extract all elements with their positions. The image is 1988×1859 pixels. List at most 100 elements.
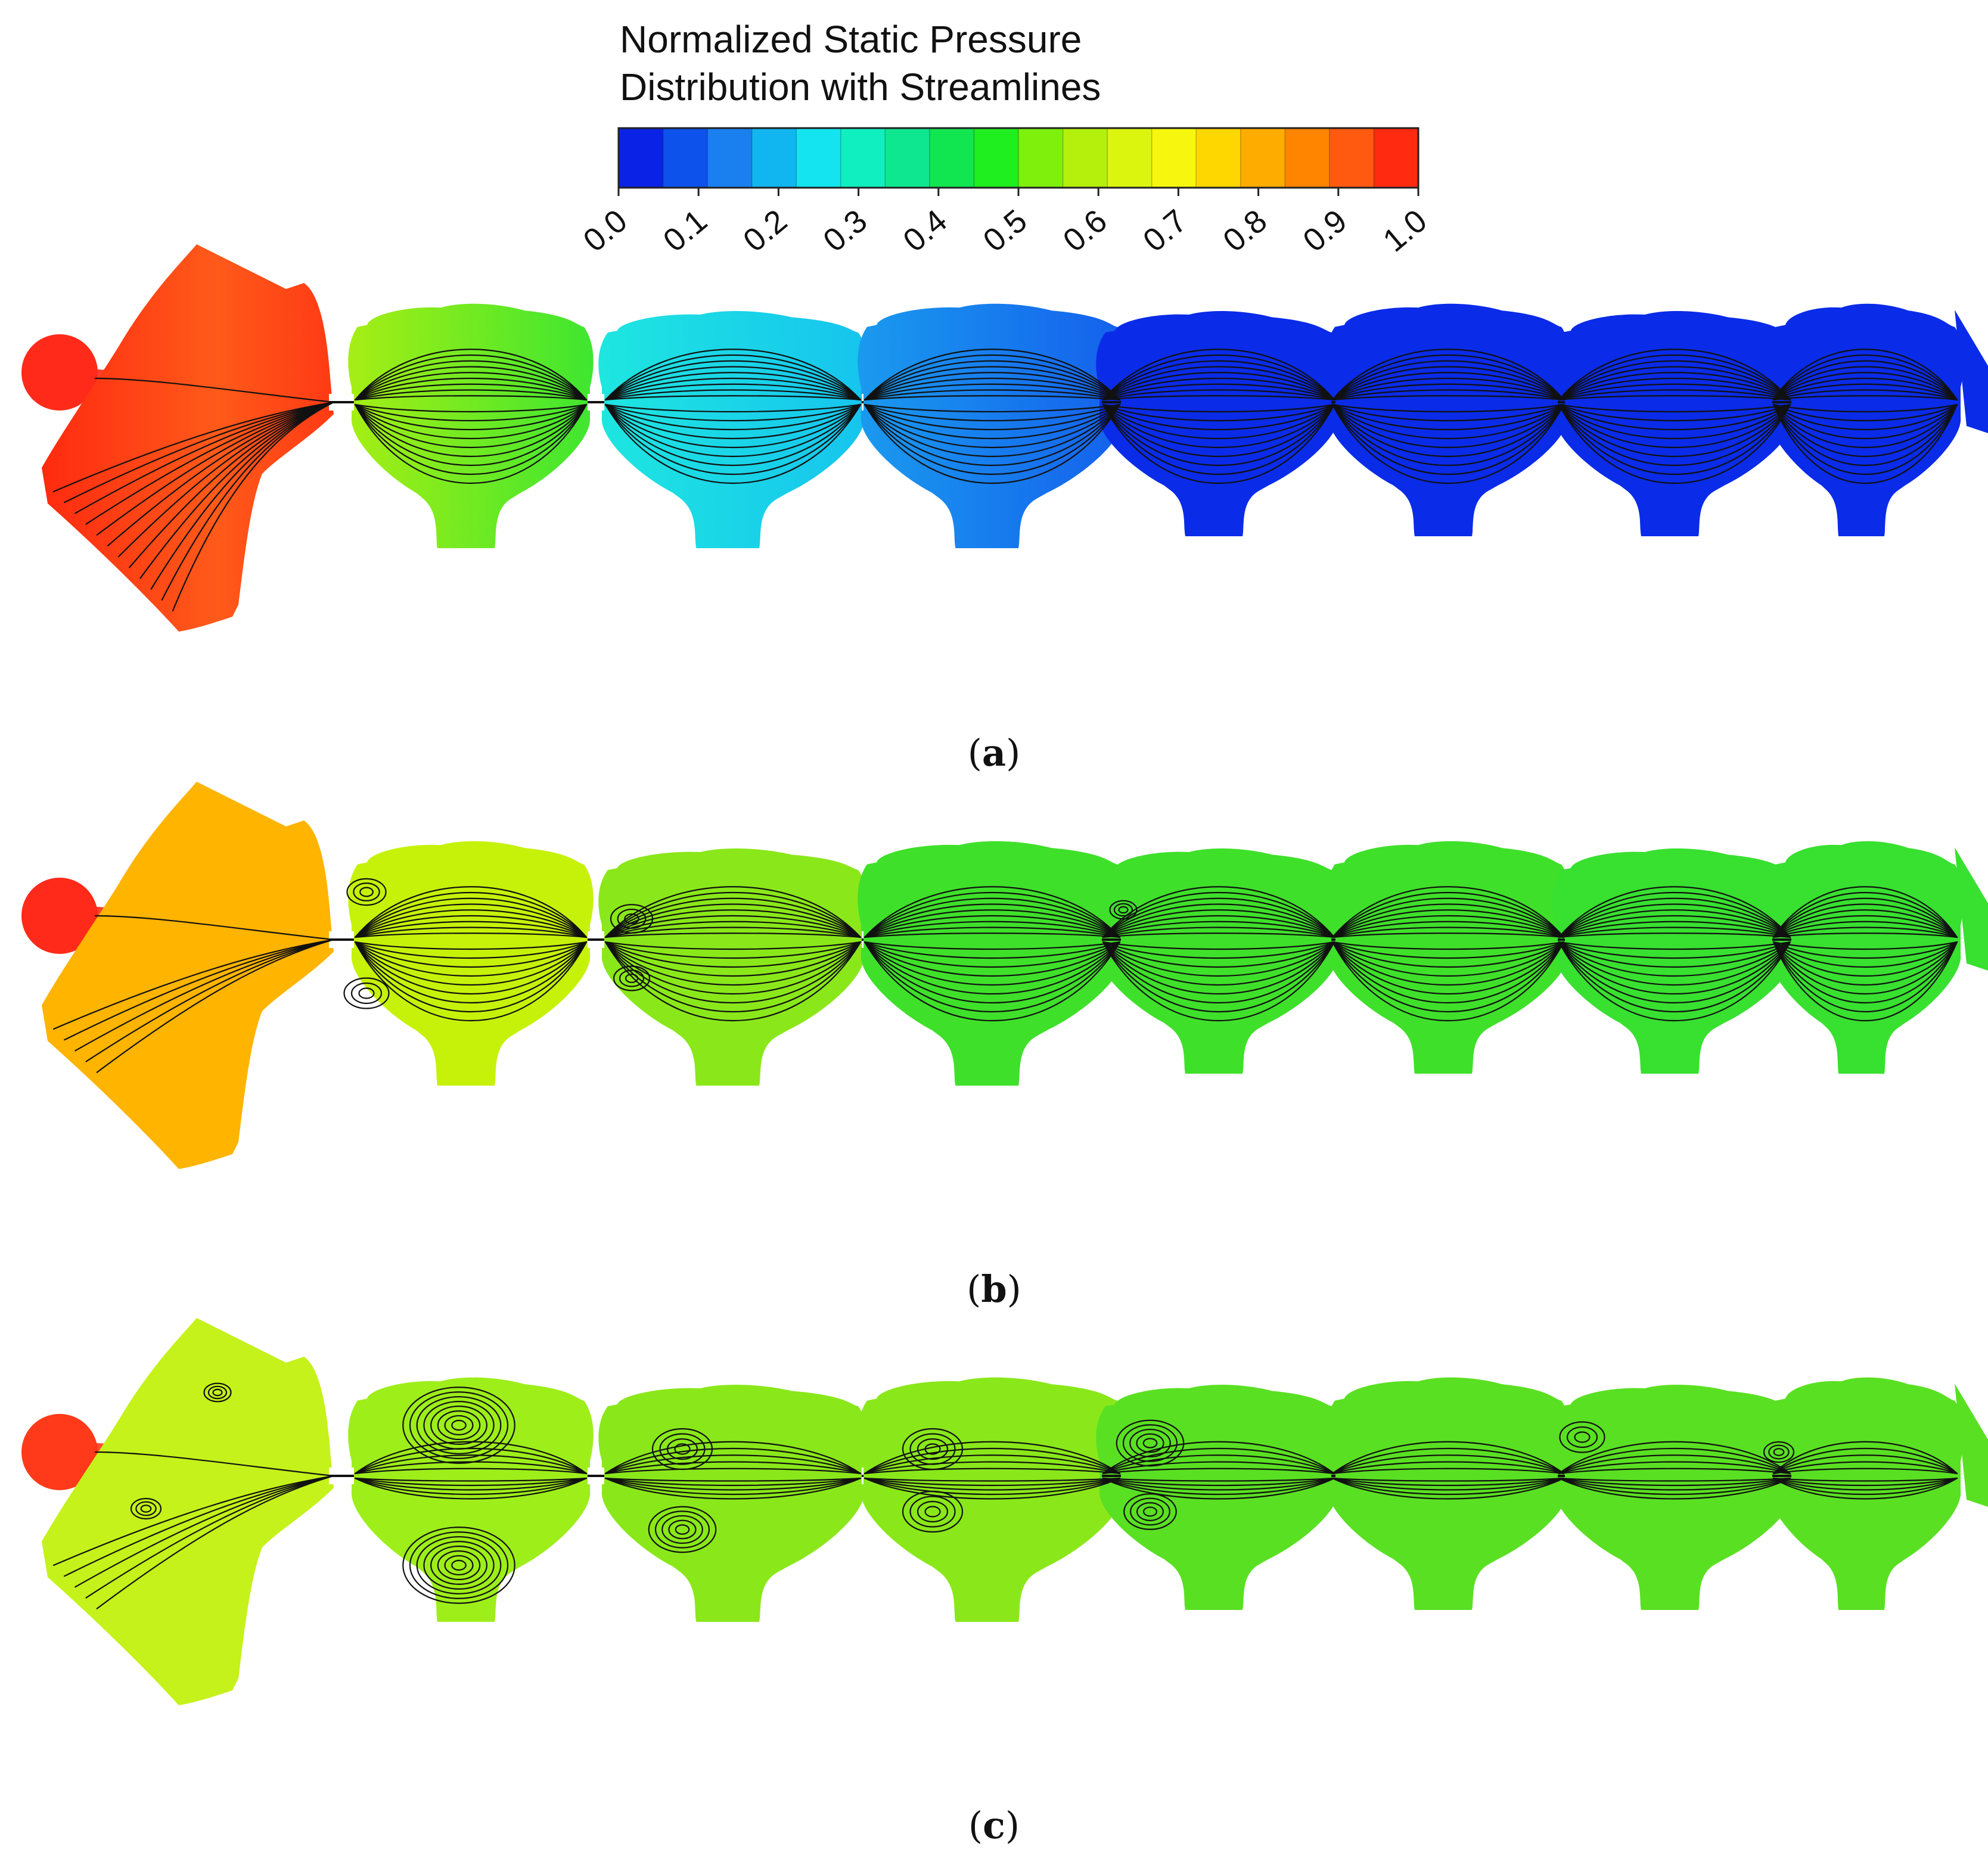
caption-b: (b): [967, 1267, 1021, 1311]
streamline: [1558, 915, 1791, 938]
colorbar-segment: [1107, 128, 1153, 188]
streamline: [1102, 377, 1335, 401]
vortex-ring: [437, 1410, 481, 1441]
streamline: [604, 1441, 862, 1475]
streamline: [1558, 403, 1791, 422]
streamline: [354, 383, 588, 401]
streamline: [1102, 349, 1335, 401]
vortex-ring: [1123, 1493, 1177, 1530]
vortex-ring: [1130, 1497, 1170, 1526]
streamline: [1102, 941, 1335, 950]
streamline: [1772, 941, 1958, 986]
streamline: [604, 892, 862, 938]
streamline: [604, 932, 862, 938]
streamline: [1331, 354, 1565, 401]
streamline: [354, 941, 588, 950]
streamline: [863, 941, 1121, 986]
streamline: [1331, 897, 1565, 938]
vortex-ring: [350, 982, 383, 1005]
streamline: [1331, 403, 1565, 449]
vortex-ring: [1566, 1426, 1598, 1448]
streamline: [1331, 403, 1565, 467]
streamline: [604, 1461, 862, 1475]
streamline: [604, 403, 862, 440]
streamline: [1558, 909, 1791, 938]
streamline: [1772, 403, 1958, 467]
vortex-ring: [619, 969, 645, 987]
streamline: [354, 389, 588, 401]
streamline: [1331, 915, 1565, 938]
vortex-ring: [402, 1387, 515, 1464]
vortex: [1559, 1421, 1605, 1453]
streamlines: [52, 878, 1958, 1073]
streamline: [863, 389, 1121, 401]
streamline: [1331, 927, 1565, 938]
colorbar-segment: [796, 128, 841, 188]
streamline: [604, 921, 862, 938]
vortex-ring: [909, 1496, 956, 1528]
streamline: [1331, 886, 1565, 938]
streamline: [863, 1477, 1121, 1491]
streamline: [354, 903, 588, 938]
vortex-ring: [613, 965, 651, 991]
streamline: [1102, 383, 1335, 401]
streamline: [863, 921, 1121, 938]
streamline: [604, 355, 862, 401]
colorbar-tick-label: 0.2: [737, 203, 794, 259]
streamline: [604, 941, 862, 1022]
vortex-ring: [343, 977, 390, 1009]
streamline: [1772, 1448, 1958, 1475]
streamline: [863, 941, 1121, 959]
streamline: [1558, 377, 1791, 401]
streamline: [1772, 1441, 1958, 1475]
vortex-ring: [135, 1501, 157, 1516]
vortex-ring: [654, 1510, 710, 1549]
streamline: [1331, 403, 1565, 440]
streamline: [863, 403, 1121, 422]
vortex-ring: [1763, 1441, 1795, 1463]
streamline: [863, 1477, 1121, 1500]
vortex-ring: [1122, 1424, 1178, 1462]
streamline: [1558, 927, 1791, 938]
chamber-3: [598, 1385, 868, 1622]
legend-title-line2: Distribution with Streamlines: [620, 66, 1101, 108]
streamline: [354, 1477, 588, 1496]
streamline: [85, 938, 335, 1062]
streamline: [94, 1451, 335, 1477]
streamline: [604, 372, 862, 401]
streamline: [1102, 941, 1335, 968]
streamline: [863, 897, 1121, 938]
streamline: [604, 395, 862, 401]
streamline: [604, 1447, 862, 1475]
streamline: [354, 909, 588, 938]
streamline: [1772, 1468, 1958, 1475]
streamline: [863, 941, 1121, 1022]
streamline: [1558, 349, 1791, 401]
streamline: [1331, 941, 1565, 950]
streamline: [863, 941, 1121, 1012]
streamline: [64, 938, 335, 1041]
streamline: [863, 403, 1121, 458]
streamline: [1558, 403, 1791, 431]
vortex-ring: [1142, 1438, 1158, 1448]
vortex-ring: [207, 1385, 228, 1400]
colorbar-segment: [1196, 128, 1241, 188]
streamline: [1331, 1477, 1565, 1500]
streamline: [1772, 1477, 1958, 1496]
colorbar-segment: [885, 128, 930, 188]
streamline: [1102, 403, 1335, 413]
streamline: [863, 892, 1121, 938]
streamline: [1772, 932, 1958, 938]
streamline: [1102, 403, 1335, 440]
streamline: [354, 403, 588, 449]
streamline: [1772, 403, 1958, 430]
streamline: [863, 1461, 1121, 1475]
streamline: [1102, 354, 1335, 401]
colorbar-tick-label: 0.3: [816, 203, 874, 259]
vortex: [130, 1497, 162, 1520]
vortex: [1123, 1493, 1177, 1530]
streamline: [1331, 941, 1565, 968]
streamline: [1102, 389, 1335, 401]
streamline: [1772, 366, 1958, 401]
